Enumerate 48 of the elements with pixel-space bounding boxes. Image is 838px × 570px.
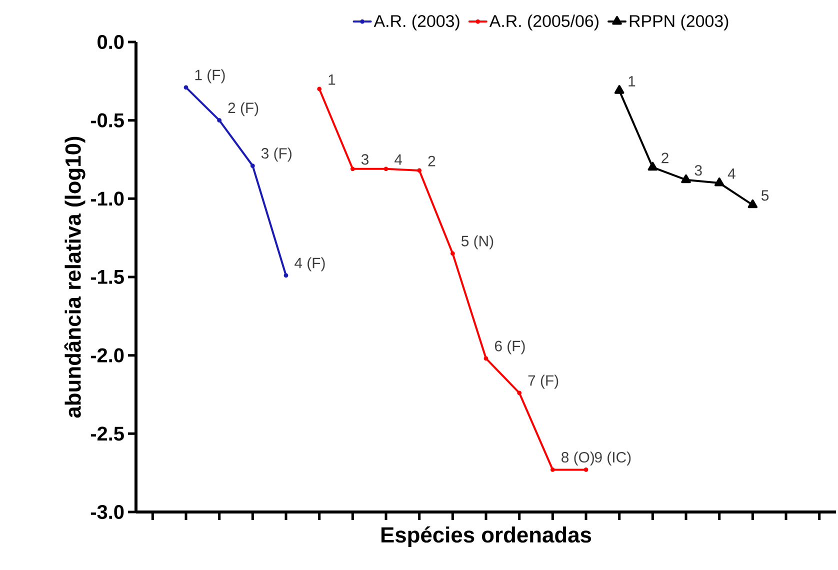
point: [748, 199, 758, 208]
point: [614, 85, 624, 94]
y-tick-label: -2.5: [90, 426, 124, 441]
annotation: 1: [328, 74, 336, 85]
annotation: 3: [694, 165, 702, 176]
annotation: 1: [628, 76, 636, 86]
y-axis-title: abundância relativa (log10): [64, 136, 86, 418]
point: [550, 468, 555, 472]
point: [450, 251, 455, 256]
annotation: 5 (N): [461, 235, 494, 250]
annotation: 4: [728, 168, 736, 179]
annotation: 1 (F): [195, 69, 225, 84]
point: [584, 468, 588, 472]
point: [284, 273, 288, 278]
point: [250, 164, 255, 168]
annotation: 8 (O): [562, 452, 594, 466]
annotation: 2: [428, 156, 436, 166]
annotation: 4: [394, 154, 402, 165]
annotation: 7 (F): [528, 374, 558, 389]
point: [350, 166, 355, 172]
y-tick-label: 0.0: [98, 34, 124, 50]
annotation: 9 (IC): [594, 452, 631, 466]
annotation: 2: [662, 152, 668, 164]
point: [517, 390, 522, 396]
y-tick-label: -1.0: [90, 192, 124, 206]
point: [217, 118, 222, 123]
y-tick-label: -0.5: [90, 113, 124, 128]
point: [681, 174, 691, 184]
x-axis-title: Espécies ordenadas: [381, 526, 592, 547]
point: [417, 168, 422, 173]
annotation: 2 (F): [228, 102, 258, 116]
legend-label: RPPN (2003): [630, 14, 728, 30]
legend-label: A.R. (2003): [374, 14, 460, 30]
y-tick-label: -1.5: [90, 270, 124, 284]
point: [317, 86, 322, 92]
y-tick-label: -3.0: [90, 504, 124, 520]
annotation: 3 (F): [261, 148, 292, 162]
annotation: 3: [361, 154, 369, 165]
point: [714, 177, 724, 186]
annotation: 6 (F): [494, 340, 525, 354]
annotation: 5: [761, 190, 769, 201]
point: [184, 85, 188, 90]
point: [384, 166, 388, 172]
point: [648, 162, 658, 171]
annotation: 4 (F): [294, 257, 325, 272]
legend-label: A.R. (2005/06): [489, 14, 598, 30]
point: [484, 356, 488, 361]
y-tick-label: -2.0: [90, 348, 124, 362]
